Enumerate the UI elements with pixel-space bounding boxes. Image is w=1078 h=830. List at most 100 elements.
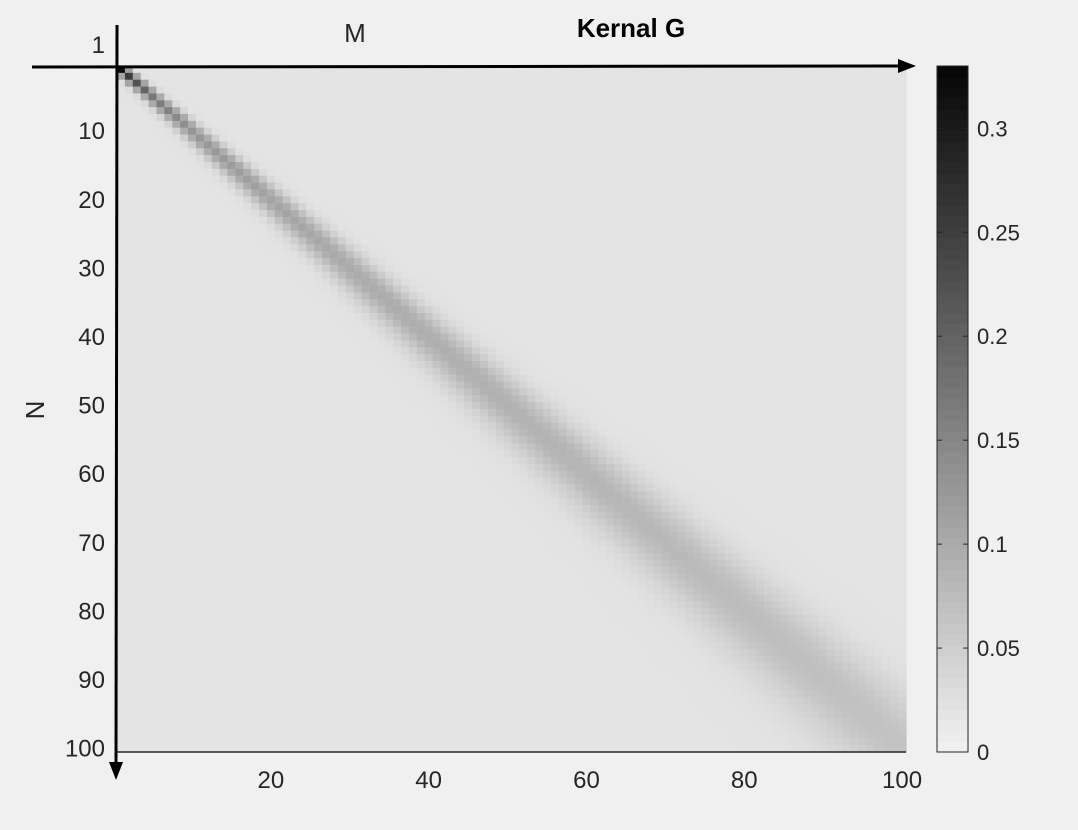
heatmap-cell [811,196,820,204]
heatmap-cell [172,395,181,403]
heatmap-cell [598,285,607,293]
heatmap-cell [306,141,315,149]
heatmap-cell [401,182,410,191]
heatmap-cell [266,148,276,156]
heatmap-cell [558,162,568,170]
heatmap-cell [156,388,165,396]
heatmap-cell [495,388,505,396]
heatmap-cell [203,66,213,74]
heatmap-cell [322,381,331,390]
heatmap-cell [235,175,244,184]
heatmap-cell [614,189,623,197]
heatmap-cell [669,360,678,369]
heatmap-cell [117,395,126,403]
heatmap-cell [416,107,426,115]
heatmap-cell [416,182,426,191]
heatmap-cell [408,79,418,88]
heatmap-cell [203,86,213,95]
heatmap-cell [472,388,481,396]
heatmap-cell [298,189,307,197]
heatmap-cell [795,72,805,81]
heatmap-cell [448,374,457,383]
heatmap-cell [337,66,347,74]
heatmap-cell [432,203,442,211]
heatmap-cell [369,141,378,149]
heatmap-cell [211,340,221,348]
heatmap-cell [598,223,607,232]
heatmap-cell [527,66,536,74]
heatmap-cell [748,237,757,245]
heatmap-cell [685,299,694,307]
heatmap-cell [708,230,718,239]
heatmap-cell [188,360,197,369]
heatmap-cell [740,299,749,307]
heatmap-cell [732,251,741,259]
heatmap-cell [803,107,812,115]
heatmap-cell [629,306,639,314]
heatmap-cell [566,86,576,95]
heatmap-cell [543,360,552,369]
heatmap-cell [637,162,647,170]
heatmap-cell [345,148,355,156]
heatmap-cell [614,148,623,156]
heatmap-cell [858,182,868,191]
heatmap-cell [448,299,457,307]
heatmap-cell [795,312,805,321]
heatmap-cell [716,175,726,184]
heatmap-cell [590,319,599,328]
heatmap-cell [314,251,323,259]
heatmap-cell [211,333,221,341]
heatmap-cell [850,203,860,211]
heatmap-cell [377,292,386,300]
heatmap-cell [550,216,560,225]
heatmap-cell [164,306,173,314]
heatmap-cell [456,319,465,328]
heatmap-cell [732,141,741,149]
heatmap-cell [306,271,315,280]
heatmap-cell [811,264,820,273]
heatmap-cell [243,120,252,129]
heatmap-cell [898,285,907,293]
heatmap-cell [140,66,150,74]
heatmap-cell [724,86,734,95]
heatmap-cell [148,374,158,383]
heatmap-cell [211,182,221,191]
heatmap-cell [227,264,236,273]
heatmap-cell [479,66,489,74]
heatmap-cell [203,182,213,191]
heatmap-cell [590,367,599,376]
heatmap-cell [393,107,402,115]
heatmap-cell [472,278,481,287]
heatmap-cell [614,182,623,191]
heatmap-cell [677,141,686,149]
heatmap-cell [322,175,331,184]
heatmap-cell [574,340,584,348]
heatmap-cell [385,216,394,225]
heatmap-cell [716,162,726,170]
heatmap-cell [369,354,378,362]
heatmap-cell [259,299,268,307]
heatmap-cell [424,148,434,156]
heatmap-cell [629,271,639,280]
heatmap-cell [432,381,442,390]
heatmap-cell [598,162,607,170]
heatmap-cell [124,264,134,273]
heatmap-cell [227,155,236,163]
heatmap-cell [188,306,197,314]
heatmap-cell [188,93,197,101]
heatmap-cell [432,120,442,129]
heatmap-cell [361,86,371,95]
heatmap-cell [266,134,276,143]
heatmap-cell [763,347,773,355]
heatmap-cell [653,333,663,341]
heatmap-cell [858,107,868,115]
heatmap-cell [306,319,315,328]
heatmap-cell [550,148,560,156]
heatmap-cell [811,66,820,74]
heatmap-cell [424,264,434,273]
heatmap-cell [211,114,221,122]
heatmap-cell [629,402,639,410]
heatmap-cell [124,72,134,81]
heatmap-cell [298,278,307,287]
heatmap-cell [645,162,655,170]
